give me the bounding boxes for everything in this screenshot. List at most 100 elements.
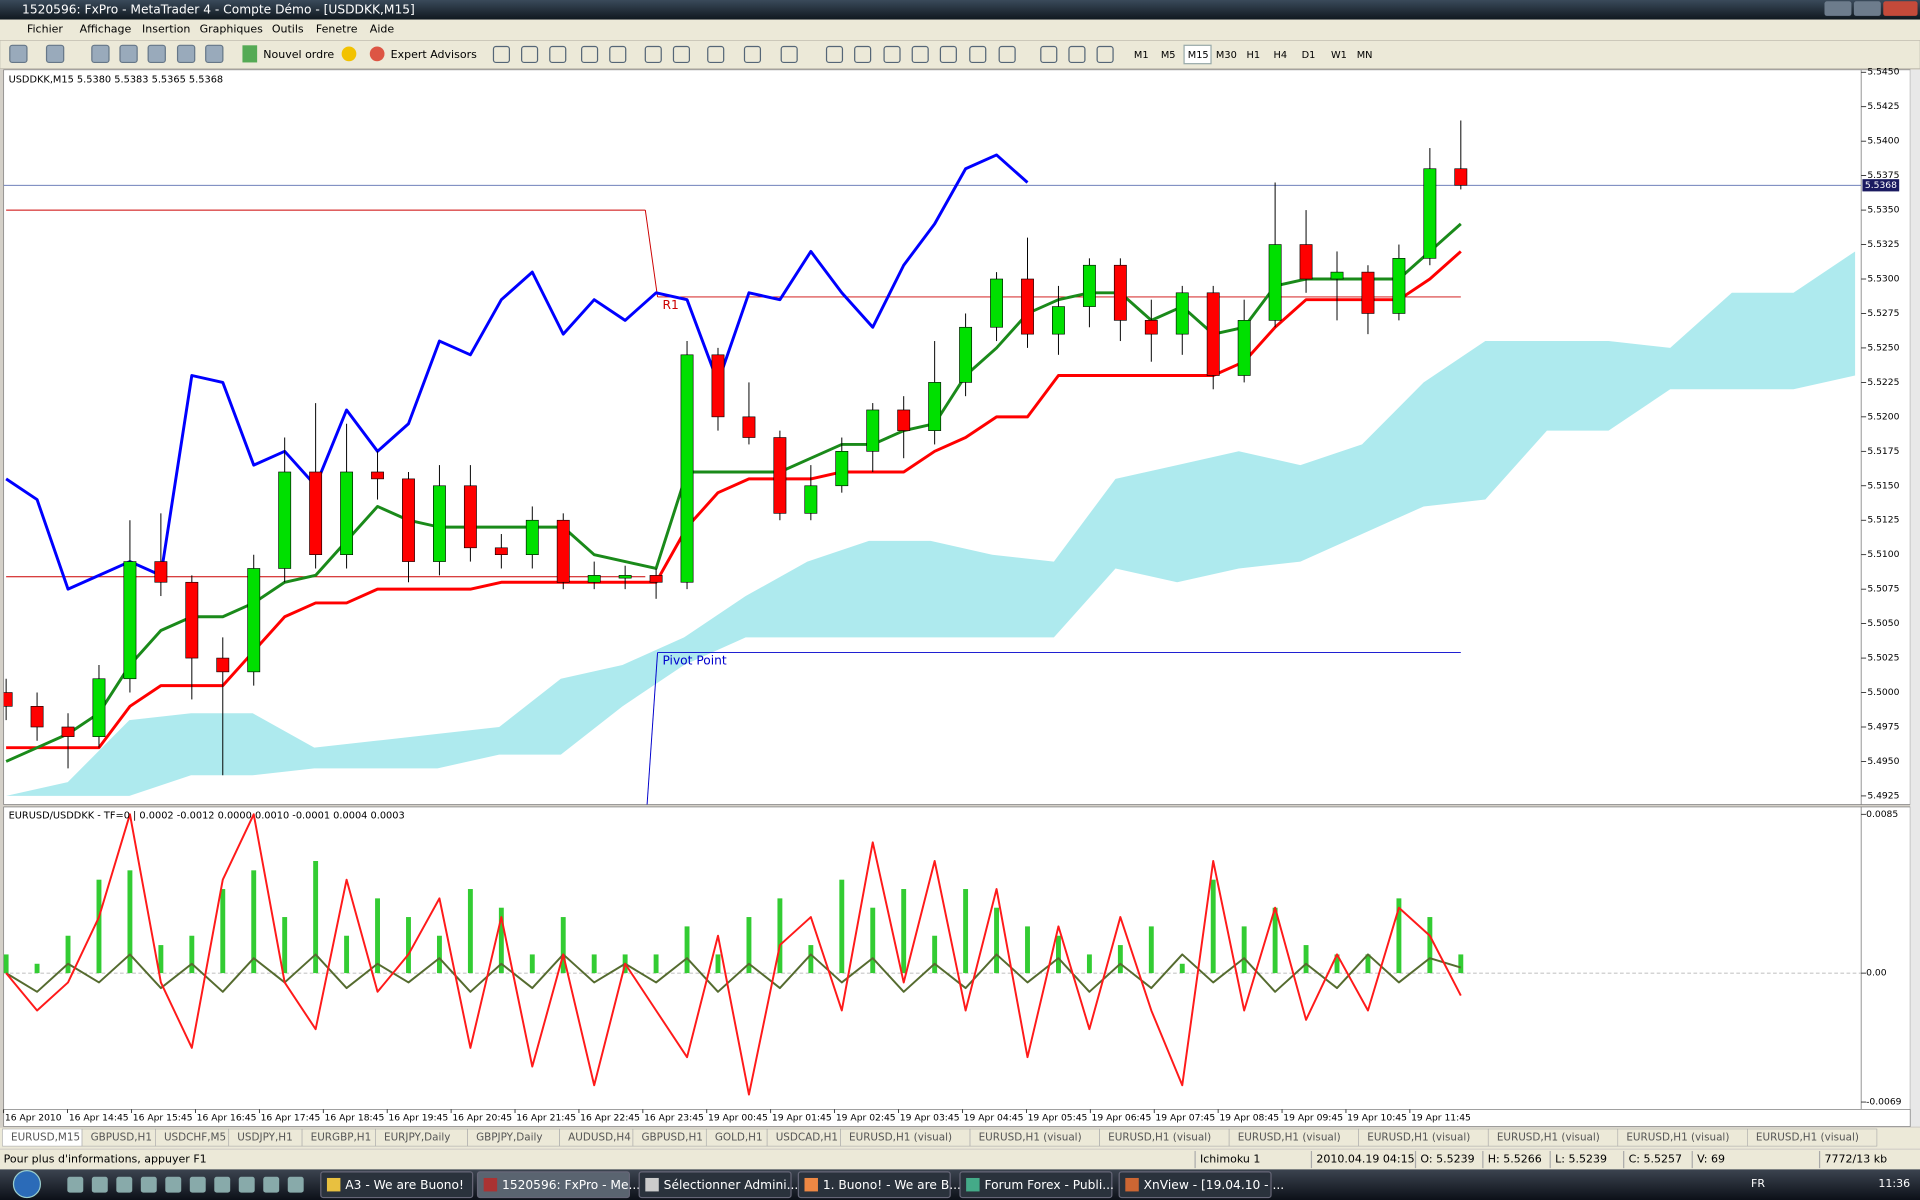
menu-item[interactable]: Insertion (142, 22, 190, 35)
toolbar-icon[interactable] (369, 46, 385, 62)
taskbar-button[interactable] (959, 1171, 1113, 1199)
taskbar-icon[interactable] (804, 1177, 818, 1192)
toolbar-icon[interactable] (1068, 45, 1086, 64)
tab-label[interactable]: EURUSD,H1 (visual) (849, 1132, 952, 1144)
taskbar-label[interactable]: A3 - We are Buono! (345, 1178, 464, 1192)
taskbar-label[interactable]: 1. Buono! - We are B... (823, 1178, 961, 1192)
tab[interactable] (1747, 1128, 1878, 1147)
tab-label[interactable]: USDCHF,M5 (164, 1132, 226, 1144)
taskbar-icon[interactable] (483, 1177, 498, 1192)
toolbar-icon[interactable] (1040, 45, 1058, 64)
toolbar-icon[interactable] (969, 45, 987, 64)
toolbar-icon[interactable] (119, 44, 138, 64)
tab-label[interactable]: USDCAD,H1 (776, 1132, 838, 1144)
toolbar-icon[interactable] (242, 45, 258, 63)
maximize-button[interactable] (1853, 1, 1881, 16)
taskbar-button[interactable] (320, 1171, 474, 1199)
timeframe-button[interactable]: M30 (1216, 50, 1237, 61)
toolbar-icon[interactable] (91, 44, 110, 64)
toolbar-icon[interactable] (911, 45, 929, 64)
taskbar-icon[interactable] (645, 1177, 659, 1192)
close-button[interactable] (1883, 1, 1918, 16)
taskbar-button[interactable] (476, 1171, 630, 1199)
menu-item[interactable]: Fichier (27, 22, 63, 35)
toolbar-icon[interactable] (147, 44, 166, 64)
tab-label[interactable]: GBPUSD,H1 (642, 1132, 703, 1144)
toolbar-icon[interactable] (609, 45, 627, 64)
tab-label[interactable]: EURUSD,H1 (visual) (1367, 1132, 1470, 1144)
quick-launch-icon[interactable] (238, 1176, 255, 1193)
quick-launch-icon[interactable] (214, 1176, 231, 1193)
timeframe-button[interactable]: H1 (1247, 50, 1261, 61)
toolbar-icon[interactable] (780, 45, 798, 64)
timeframe-button[interactable]: M5 (1161, 50, 1176, 61)
toolbar-icon[interactable] (998, 45, 1016, 64)
toolbar-icon[interactable] (854, 45, 872, 64)
timeframe-button[interactable]: D1 (1302, 50, 1316, 61)
tab-label[interactable]: EURJPY,Daily (384, 1132, 450, 1144)
toolbar-button[interactable]: Nouvel ordre (263, 48, 334, 61)
quick-launch-icon[interactable] (287, 1176, 304, 1193)
taskbar-button[interactable] (638, 1171, 792, 1199)
quick-launch-icon[interactable] (165, 1176, 182, 1193)
tab-label[interactable]: EURUSD,H1 (visual) (1108, 1132, 1211, 1144)
quick-launch-icon[interactable] (67, 1176, 84, 1193)
toolbar-icon[interactable] (825, 45, 844, 64)
toolbar-icon[interactable] (341, 46, 357, 62)
toolbar-icon[interactable] (743, 45, 762, 64)
quick-launch-icon[interactable] (189, 1176, 206, 1193)
taskbar-label[interactable]: Forum Forex - Publi... (984, 1178, 1113, 1192)
taskbar-label[interactable]: 1520596: FxPro - Me... (502, 1178, 640, 1192)
tab-label[interactable]: EURGBP,H1 (311, 1132, 372, 1144)
quick-launch-icon[interactable] (116, 1176, 133, 1193)
tab-label[interactable]: EURUSD,H1 (visual) (979, 1132, 1082, 1144)
timeframe-button[interactable]: H4 (1273, 50, 1287, 61)
toolbar-icon[interactable] (492, 45, 510, 64)
tab-label[interactable]: EURUSD,H1 (visual) (1626, 1132, 1729, 1144)
tab-label[interactable]: EURUSD,H1 (visual) (1238, 1132, 1341, 1144)
timeframe-button[interactable]: W1 (1331, 50, 1347, 61)
toolbar-icon[interactable] (521, 45, 539, 64)
toolbar-icon[interactable] (549, 45, 567, 64)
menu-item[interactable]: Graphiques (200, 22, 264, 35)
timeframe-button[interactable]: M1 (1134, 50, 1149, 61)
timeframe-active[interactable] (1183, 44, 1212, 65)
taskbar-label[interactable]: XnView - [19.04.10 - ... (1144, 1178, 1284, 1192)
menu-item[interactable]: Aide (370, 22, 395, 35)
toolbar-icon[interactable] (45, 44, 65, 64)
toolbar-icon[interactable] (644, 45, 662, 64)
tab-label[interactable]: GBPUSD,H1 (91, 1132, 152, 1144)
tab-label[interactable]: USDJPY,H1 (237, 1132, 292, 1144)
taskbar-button[interactable] (797, 1171, 951, 1199)
quick-launch-icon[interactable] (91, 1176, 108, 1193)
menu-item[interactable]: Affichage (80, 22, 132, 35)
toolbar-icon[interactable] (581, 45, 599, 64)
menu-item[interactable]: Fenetre (316, 22, 358, 35)
tab-label[interactable]: GOLD,H1 (715, 1132, 763, 1144)
timeframe-button[interactable]: M15 (1188, 50, 1209, 61)
toolbar-icon[interactable] (176, 44, 196, 64)
tab-label[interactable]: EURUSD,M15 (11, 1132, 80, 1144)
taskbar-button[interactable] (1118, 1171, 1272, 1199)
tab-label[interactable]: AUDUSD,H4 (568, 1132, 631, 1144)
start-button[interactable] (12, 1170, 42, 1199)
quick-launch-icon[interactable] (140, 1176, 157, 1193)
toolbar-button[interactable]: Expert Advisors (391, 48, 478, 61)
quick-launch-icon[interactable] (263, 1176, 280, 1193)
taskbar-icon[interactable] (326, 1177, 341, 1192)
toolbar-icon[interactable] (939, 45, 957, 64)
tab-label[interactable]: EURUSD,H1 (visual) (1756, 1132, 1859, 1144)
menu-item[interactable]: Outils (272, 22, 304, 35)
taskbar-icon[interactable] (1125, 1177, 1139, 1192)
timeframe-button[interactable]: MN (1357, 50, 1373, 61)
toolbar-icon[interactable] (205, 44, 224, 64)
scrollbar[interactable] (1910, 69, 1920, 1127)
taskbar-icon[interactable] (966, 1177, 980, 1192)
tab-label[interactable]: EURUSD,H1 (visual) (1497, 1132, 1600, 1144)
toolbar-icon[interactable] (672, 45, 690, 64)
toolbar-icon[interactable] (707, 45, 725, 64)
toolbar-icon[interactable] (1096, 45, 1114, 64)
toolbar-icon[interactable] (9, 44, 28, 64)
toolbar-icon[interactable] (883, 45, 901, 64)
tab-label[interactable]: GBPJPY,Daily (476, 1132, 543, 1144)
